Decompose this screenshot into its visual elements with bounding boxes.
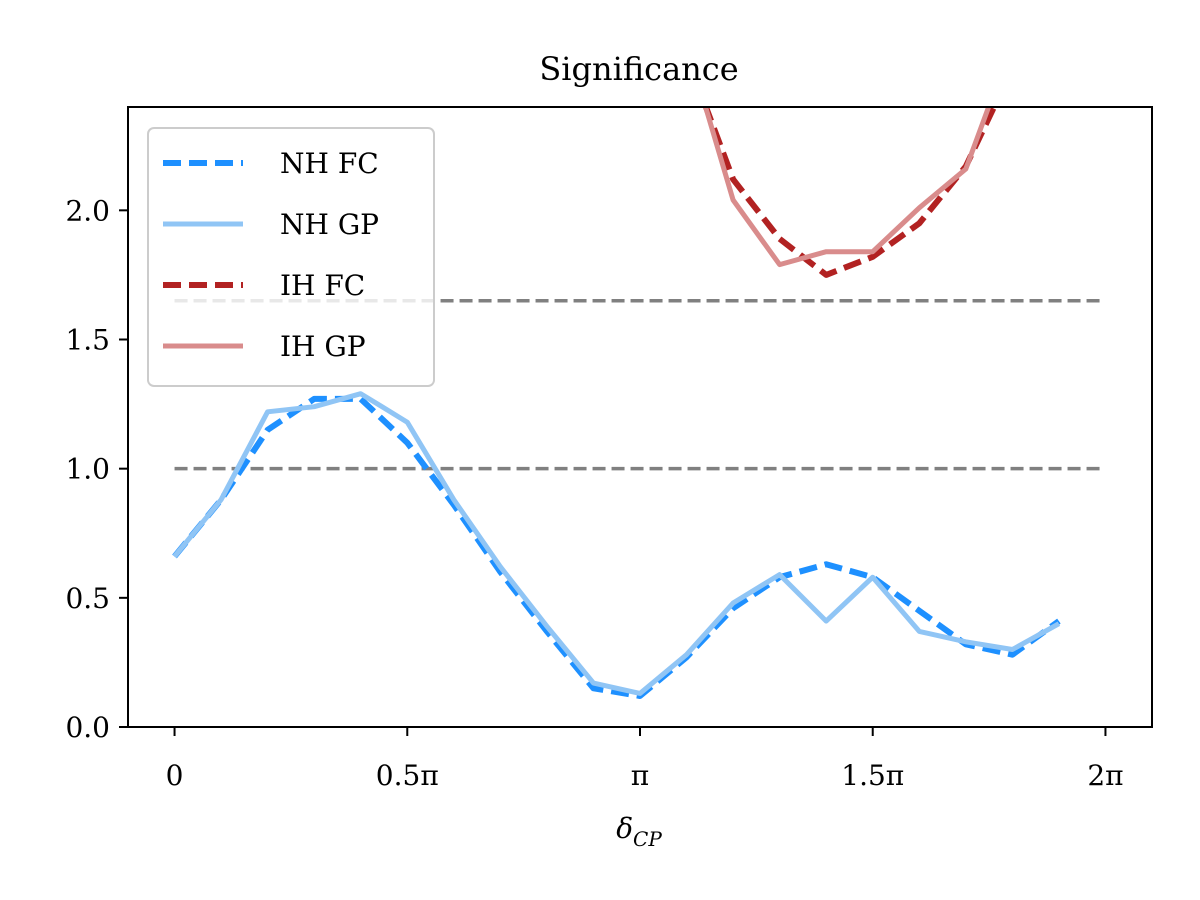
- series-line-nh-fc: [172, 395, 1061, 699]
- x-tick-label: 1.5π: [841, 759, 904, 792]
- legend-label-nh-gp: NH GP: [280, 208, 379, 241]
- legend-box: [147, 127, 435, 387]
- series-line-nh-gp: [172, 391, 1061, 696]
- y-tick-label: 1.0: [65, 453, 110, 486]
- series-line-ih-gp: [702, 107, 992, 268]
- chart-title: Significance: [539, 50, 738, 88]
- x-axis-label-subscript: CP: [633, 827, 662, 851]
- legend: NH FC NH GP IH FC IH GP: [147, 127, 435, 387]
- legend-label-ih-gp: IH GP: [280, 330, 366, 363]
- series-line-ih-fc: [702, 107, 998, 278]
- x-tick-label: 2π: [1087, 759, 1123, 792]
- y-tick-label: 0.0: [65, 711, 110, 744]
- x-axis-label: δCP: [616, 812, 662, 851]
- y-tick-label: 2.0: [65, 194, 110, 227]
- x-tick-label: 0: [166, 759, 184, 792]
- y-axis-ticks: 0.0 0.5 1.0 1.5 2.0: [65, 194, 128, 744]
- y-tick-label: 0.5: [65, 582, 110, 615]
- legend-label-nh-fc: NH FC: [280, 147, 379, 180]
- x-axis-ticks: 0 0.5π π 1.5π 2π: [166, 727, 1124, 792]
- x-tick-label: 0.5π: [376, 759, 439, 792]
- x-axis-label-main: δ: [616, 812, 633, 845]
- legend-label-ih-fc: IH FC: [280, 269, 365, 302]
- series-lines: [172, 107, 1061, 699]
- x-tick-label: π: [631, 759, 649, 792]
- y-tick-label: 1.5: [65, 324, 110, 357]
